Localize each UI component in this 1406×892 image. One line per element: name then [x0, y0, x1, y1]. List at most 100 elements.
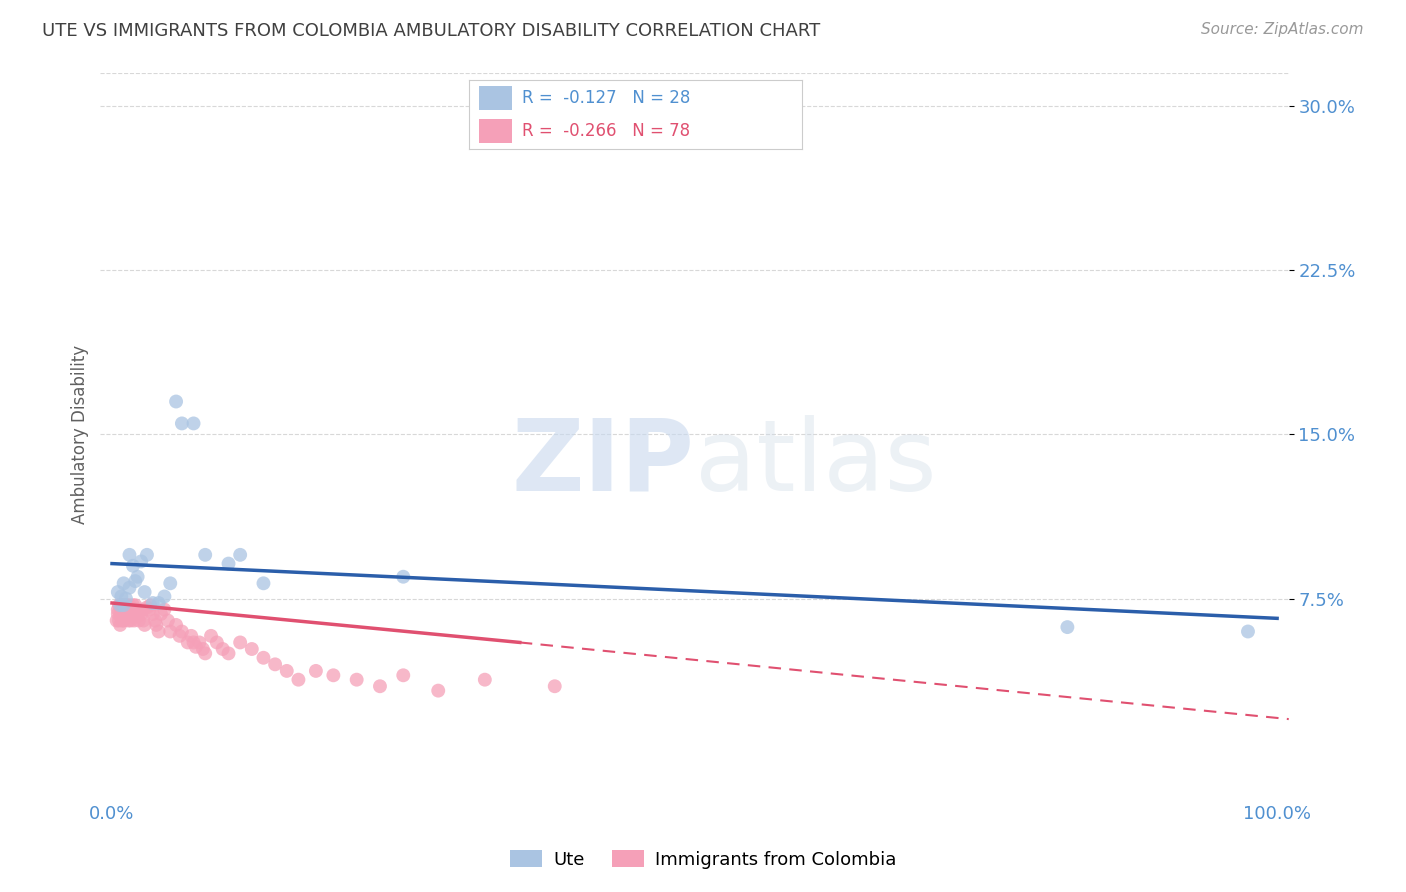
Point: [159, 576, 181, 591]
Point: [118, 598, 141, 612]
Point: [129, 554, 152, 568]
Point: [153, 602, 176, 616]
Point: [218, 647, 240, 661]
Point: [229, 548, 252, 562]
Point: [183, 417, 205, 431]
Point: [115, 609, 138, 624]
Text: atlas: atlas: [695, 415, 936, 512]
Point: [120, 614, 142, 628]
Point: [112, 598, 135, 612]
Point: [118, 548, 141, 562]
Point: [112, 607, 135, 621]
Point: [149, 607, 172, 621]
Point: [131, 602, 153, 616]
Point: [191, 642, 214, 657]
Point: [427, 683, 450, 698]
Point: [124, 598, 146, 612]
Text: ZIP: ZIP: [512, 415, 695, 512]
Point: [132, 614, 155, 628]
Point: [142, 607, 165, 621]
Point: [322, 668, 344, 682]
Point: [122, 558, 145, 573]
Point: [170, 624, 193, 639]
Point: [194, 548, 217, 562]
Point: [276, 664, 298, 678]
Point: [392, 668, 415, 682]
Point: [127, 570, 149, 584]
Point: [114, 607, 136, 621]
Point: [1237, 624, 1260, 639]
Point: [165, 618, 187, 632]
Point: [122, 598, 145, 612]
Point: [165, 394, 187, 409]
Point: [145, 618, 167, 632]
Point: [229, 635, 252, 649]
Point: [115, 607, 138, 621]
Point: [159, 624, 181, 639]
Point: [136, 600, 159, 615]
Point: [115, 602, 138, 616]
Point: [148, 624, 170, 639]
Point: [287, 673, 309, 687]
Point: [368, 679, 391, 693]
Point: [128, 614, 150, 628]
Point: [142, 596, 165, 610]
Point: [107, 607, 129, 621]
Point: [127, 609, 149, 624]
Point: [305, 664, 328, 678]
Point: [122, 614, 145, 628]
Point: [136, 548, 159, 562]
Point: [252, 650, 274, 665]
Point: [115, 591, 138, 606]
Point: [143, 614, 166, 628]
Point: [117, 614, 139, 628]
Point: [205, 635, 228, 649]
Point: [120, 602, 142, 616]
Point: [200, 629, 222, 643]
Point: [180, 629, 202, 643]
Point: [124, 574, 146, 588]
Point: [252, 576, 274, 591]
Point: [129, 607, 152, 621]
Text: Source: ZipAtlas.com: Source: ZipAtlas.com: [1201, 22, 1364, 37]
Point: [118, 581, 141, 595]
Point: [218, 557, 240, 571]
Point: [107, 602, 129, 616]
Point: [115, 598, 138, 612]
Point: [105, 614, 128, 628]
Point: [169, 629, 191, 643]
Point: [118, 607, 141, 621]
Point: [177, 635, 200, 649]
Point: [153, 590, 176, 604]
Point: [110, 598, 132, 612]
Point: [108, 614, 131, 628]
Point: [392, 570, 415, 584]
Point: [264, 657, 287, 672]
Point: [108, 598, 131, 612]
Point: [139, 598, 162, 612]
Point: [110, 590, 132, 604]
Point: [156, 614, 179, 628]
Point: [346, 673, 368, 687]
Point: [112, 598, 135, 612]
Point: [112, 614, 135, 628]
Point: [1056, 620, 1078, 634]
Point: [122, 609, 145, 624]
Point: [110, 609, 132, 624]
Point: [125, 602, 148, 616]
Point: [240, 642, 263, 657]
Point: [148, 596, 170, 610]
Legend: Ute, Immigrants from Colombia: Ute, Immigrants from Colombia: [502, 843, 904, 876]
Point: [124, 607, 146, 621]
Point: [114, 598, 136, 612]
Point: [184, 640, 207, 654]
Point: [112, 576, 135, 591]
Point: [188, 635, 211, 649]
Point: [170, 417, 193, 431]
Point: [183, 635, 205, 649]
Point: [107, 585, 129, 599]
Point: [134, 618, 156, 632]
Point: [474, 673, 496, 687]
Point: [108, 607, 131, 621]
Text: UTE VS IMMIGRANTS FROM COLOMBIA AMBULATORY DISABILITY CORRELATION CHART: UTE VS IMMIGRANTS FROM COLOMBIA AMBULATO…: [42, 22, 821, 40]
